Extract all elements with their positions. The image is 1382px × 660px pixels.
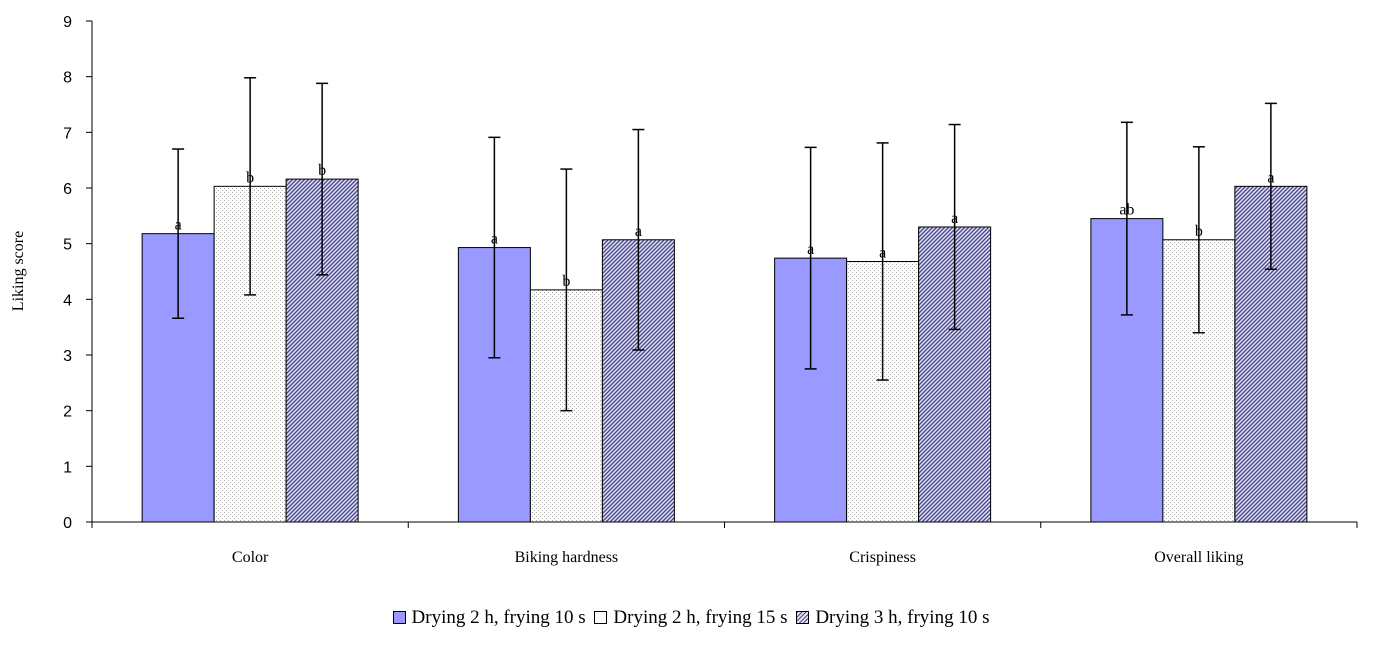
significance-label: a: [635, 223, 642, 240]
significance-label: a: [879, 244, 886, 261]
x-axis: Color Biking hardness Crispiness Overall li…: [91, 521, 1358, 566]
legend-swatch-hatch: [796, 611, 810, 624]
legend-label: Drying 3 h, frying 10 s: [815, 607, 990, 628]
legend-label: Drying 2 h, frying 10 s: [411, 607, 586, 628]
legend-swatch-dotted: [594, 611, 608, 624]
significance-label: a: [951, 210, 958, 227]
legend-item-series-3: Drying 3 h, frying 10 s: [796, 607, 989, 629]
significance-label: a: [1267, 169, 1274, 186]
y-tick-label: 7: [63, 125, 72, 142]
y-tick-label: 3: [63, 348, 72, 365]
x-tick-label: Color: [232, 549, 269, 566]
legend-label: Drying 2 h, frying 15 s: [613, 607, 788, 628]
y-tick-label: 4: [63, 292, 72, 309]
error-bars-layer: [172, 77, 1277, 412]
y-tick-label: 8: [63, 70, 72, 87]
significance-label: ab: [1119, 202, 1134, 219]
y-tick-label: 5: [63, 237, 72, 254]
significance-label: a: [175, 217, 182, 234]
legend-item-series-1: Drying 2 h, frying 10 s: [392, 607, 586, 629]
bars-layer: [141, 178, 1308, 523]
y-axis: 0 1 2 3 4 5 6 7 8 9: [63, 14, 93, 532]
y-tick-label: 6: [63, 181, 72, 198]
x-tick-label: Crispiness: [849, 549, 916, 566]
legend-swatch-solid: [392, 611, 406, 624]
y-tick-label: 9: [63, 14, 72, 31]
x-tick-label: Overall liking: [1154, 549, 1243, 566]
significance-label: b: [246, 169, 254, 186]
y-axis-title: Liking score: [10, 231, 27, 311]
significance-label: b: [562, 273, 570, 290]
x-tick-label: Biking hardness: [515, 549, 619, 566]
y-tick-label: 1: [63, 459, 72, 476]
significance-label: b: [1195, 223, 1203, 240]
y-tick-label: 2: [63, 404, 72, 421]
y-tick-label: 0: [63, 515, 72, 532]
significance-label: a: [491, 231, 498, 248]
significance-label: a: [807, 241, 814, 258]
significance-label: b: [318, 162, 326, 179]
legend-item-series-2: Drying 2 h, frying 15 s: [594, 607, 788, 629]
legend: Drying 2 h, frying 10 s Drying 2 h, fryi…: [0, 607, 1382, 629]
